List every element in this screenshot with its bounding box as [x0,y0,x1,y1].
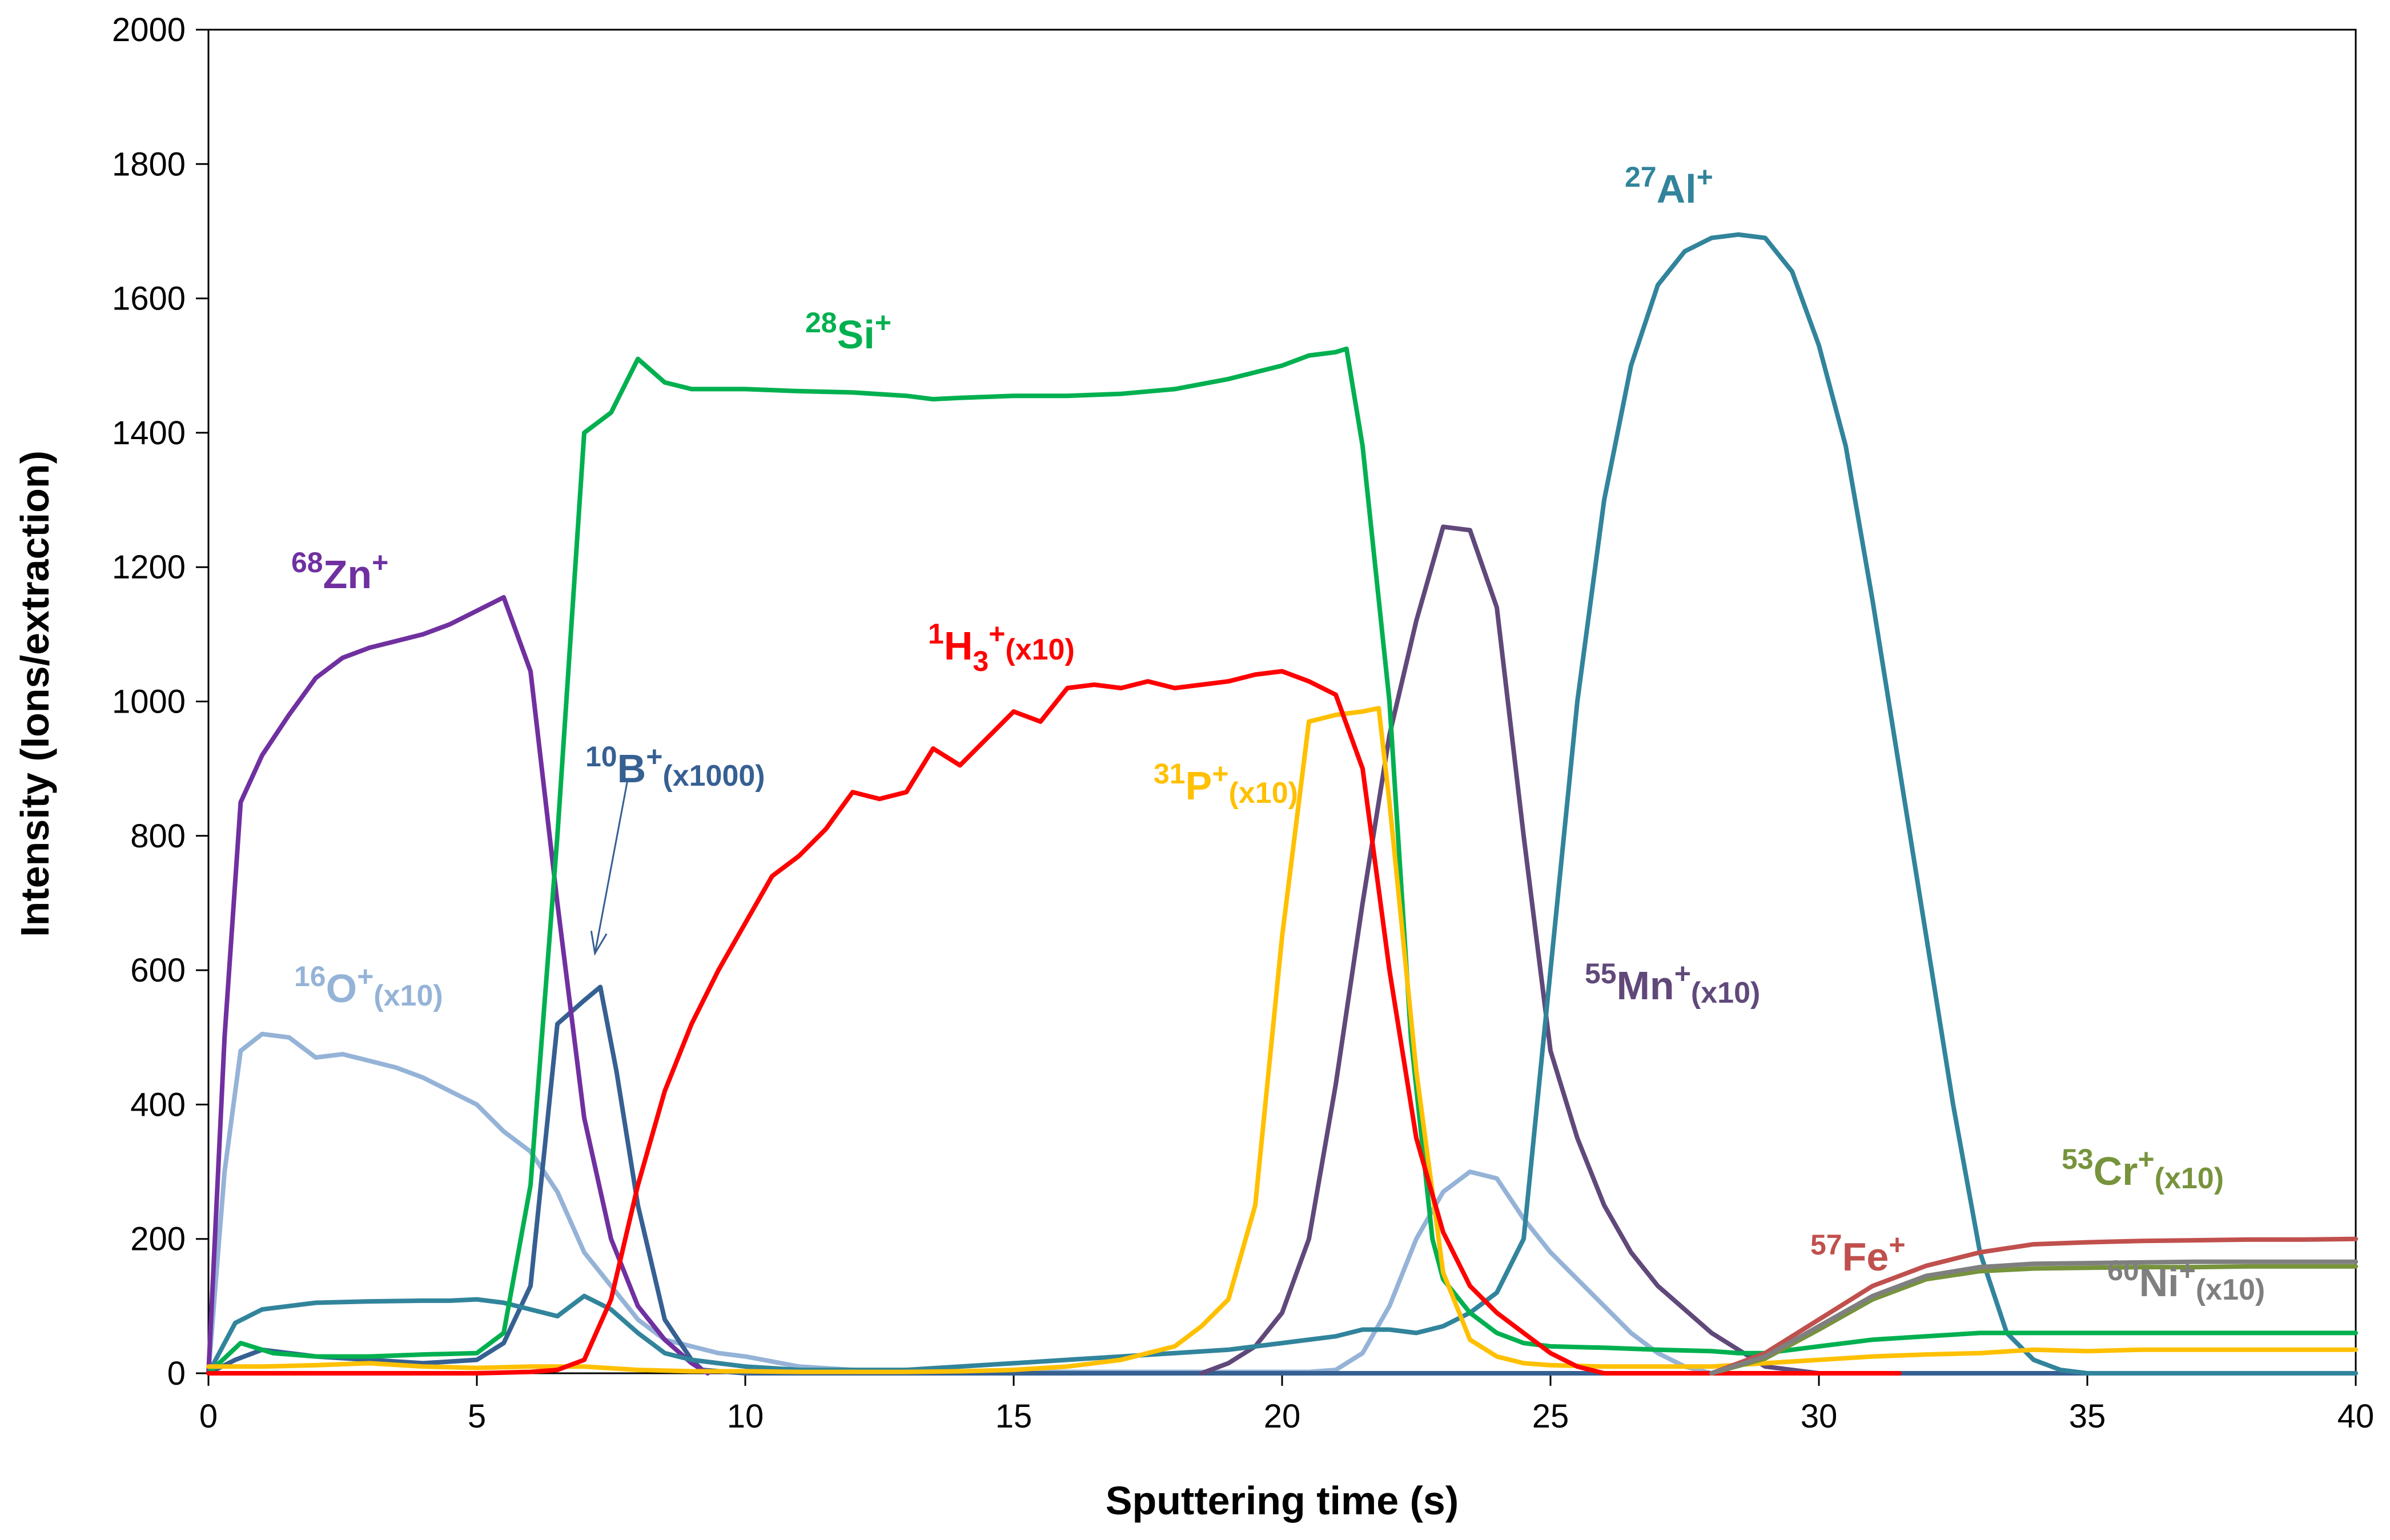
series-label-mn: 55Mn+(x10) [1585,958,1760,1010]
series-label-mass: 1 [928,618,944,650]
series-line-h3 [206,669,1902,1376]
x-tick-label: 30 [1801,1398,1838,1435]
x-tick-label: 40 [2337,1398,2375,1435]
series-label-subscript: 3 [973,645,989,677]
series-label-element: O [326,966,357,1011]
series-label-mass: 28 [805,307,837,339]
series-line-al [206,232,2358,1376]
series-label-ni: 60Ni+(x10) [2107,1254,2265,1306]
series-label-mass: 68 [291,546,323,578]
series-label-multiplier: (x10) [1691,976,1760,1010]
series-label-element: Si [837,312,875,357]
y-tick-label: 1800 [112,146,186,183]
series-label-mass: 31 [1154,758,1186,790]
series-line-si [206,346,2358,1376]
series-label-mass: 10 [585,741,617,773]
series-line-zn [206,595,710,1376]
y-axis-title: Intensity (Ions/extraction) [13,451,57,937]
series-label-multiplier: (x10) [1005,633,1074,666]
series-label-mass: 60 [2107,1254,2139,1286]
series-label-multiplier: (x1000) [662,759,765,793]
x-axis-title: Sputtering time (s) [1106,1478,1459,1523]
series-label-si: 28Si+ [805,307,891,357]
series-label-charge: + [1697,161,1713,193]
series-line-ni [1709,1259,2358,1376]
x-tick-label: 10 [727,1398,764,1435]
x-tick-label: 25 [1532,1398,1569,1435]
series-line-mn [1199,524,1821,1376]
series-label-multiplier: (x10) [1229,777,1298,810]
series-label-element: P [1186,763,1212,808]
axes: 0 200 400 600 800 1000 1200 1400 1600 1800 2000 0 5 1… [112,11,2374,1435]
annotation-arrow-line [594,782,628,954]
y-tick-label: 1200 [112,549,186,586]
series-label-h3: 1H3+(x10) [928,618,1075,677]
y-tick-label: 0 [167,1355,186,1392]
series-label-charge: + [646,741,662,773]
annotation-arrow-head [590,930,608,956]
y-tick-label: 200 [130,1221,186,1258]
series-label-element: B [617,746,646,791]
series-label-charge: + [1674,958,1691,990]
series-line-p [206,706,2358,1374]
series-line-o [206,1031,2358,1376]
x-tick-label: 15 [995,1398,1033,1435]
y-tick-label: 1400 [112,415,186,452]
y-tick-label: 1000 [112,683,186,721]
series-label-mass: 27 [1625,161,1657,193]
series-label-charge: + [1212,758,1228,790]
series-label-element: Cr [2094,1149,2138,1193]
series-label-multiplier: (x10) [2155,1162,2224,1195]
series-label-cr: 53Cr+(x10) [2062,1143,2224,1195]
series-label-multiplier: (x10) [2196,1273,2265,1306]
series-label-element: Fe [1842,1235,1889,1279]
series-label-element: H [944,624,973,668]
series-label-zn: 68Zn+ [291,546,388,597]
series-line-cr [1709,1264,2358,1376]
y-tick-label: 800 [130,818,186,855]
series-label-charge: + [875,307,891,339]
series-label-charge: + [2179,1254,2196,1286]
series-labels: 28Si+27Al+68Zn+55Mn+(x10)1H3+(x10)31P+(x… [291,161,2265,1306]
series-label-element: Mn [1617,963,1674,1008]
series-label-element: Al [1657,167,1697,211]
series-label-mass: 53 [2062,1143,2094,1175]
x-tick-label: 0 [199,1398,218,1435]
series-label-charge: + [357,960,373,992]
series-group [206,232,2358,1376]
series-label-charge: + [372,546,388,578]
y-tick-label: 600 [130,952,186,989]
series-label-charge: + [989,618,1005,650]
series-label-charge: + [1889,1229,1905,1261]
x-tick-label: 20 [1264,1398,1301,1435]
series-label-charge: + [2138,1143,2154,1175]
y-tick-label: 400 [130,1086,186,1123]
series-label-mass: 55 [1585,958,1617,990]
x-tick-label: 5 [468,1398,486,1435]
series-label-o: 16O+(x10) [294,960,443,1012]
series-label-fe: 57Fe+ [1810,1229,1906,1279]
series-label-element: Ni [2139,1260,2179,1305]
series-label-b: 10B+(x1000) [585,741,765,793]
series-label-p: 31P+(x10) [1154,758,1298,810]
series-label-al: 27Al+ [1625,161,1713,211]
series-label-element: Zn [323,552,372,597]
series-line-fe [1709,1236,2358,1376]
series-label-mass: 57 [1810,1229,1842,1261]
x-tick-label: 35 [2069,1398,2106,1435]
y-tick-label: 1600 [112,280,186,317]
series-label-multiplier: (x10) [373,979,443,1012]
y-tick-label: 2000 [112,11,186,49]
series-label-mass: 16 [294,960,326,992]
